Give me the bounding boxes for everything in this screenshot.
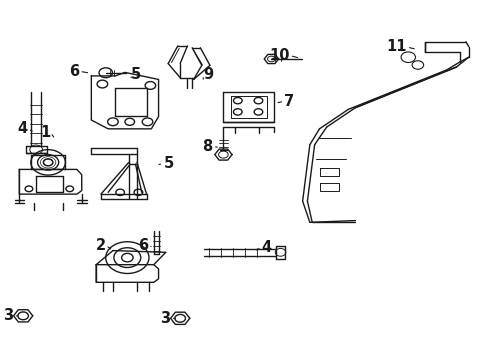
- Text: 3: 3: [3, 308, 14, 323]
- Text: 6: 6: [138, 238, 148, 253]
- Text: 9: 9: [203, 67, 213, 82]
- Text: 10: 10: [269, 48, 290, 63]
- Text: 5: 5: [131, 67, 142, 82]
- Text: 6: 6: [69, 64, 79, 79]
- Text: 7: 7: [284, 94, 294, 109]
- Text: 3: 3: [160, 311, 171, 326]
- Text: 2: 2: [96, 238, 106, 253]
- Text: 4: 4: [18, 121, 28, 136]
- Text: 5: 5: [163, 156, 173, 171]
- Text: 11: 11: [386, 40, 407, 54]
- Text: 4: 4: [262, 240, 272, 255]
- Text: 8: 8: [202, 139, 213, 154]
- Text: 1: 1: [40, 125, 50, 140]
